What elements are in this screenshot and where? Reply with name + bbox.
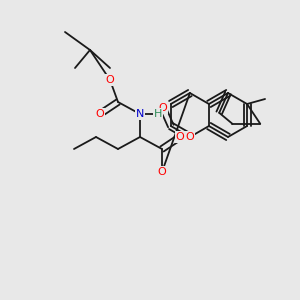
Text: O: O xyxy=(185,132,194,142)
Text: N: N xyxy=(136,109,144,119)
Text: O: O xyxy=(158,103,167,113)
Text: O: O xyxy=(106,75,114,85)
Text: O: O xyxy=(158,167,166,177)
Text: O: O xyxy=(176,132,184,142)
Text: O: O xyxy=(96,109,104,119)
Text: H: H xyxy=(154,109,162,119)
